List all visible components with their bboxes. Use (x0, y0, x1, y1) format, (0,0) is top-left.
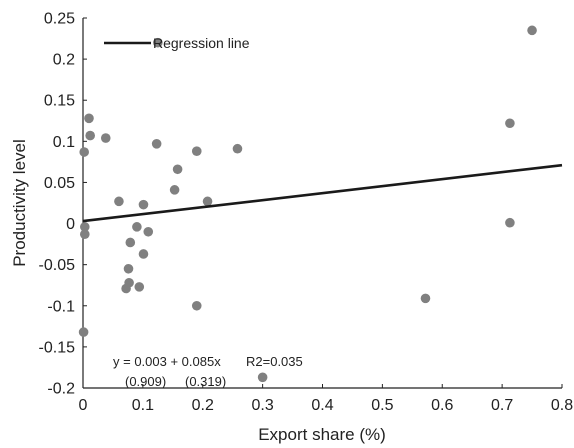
data-point (114, 196, 124, 207)
y-tick-label: -0.15 (39, 339, 76, 356)
y-tick-label: 0.1 (53, 134, 75, 151)
data-point (153, 37, 163, 48)
data-point (527, 25, 537, 36)
x-tick-label: 0.3 (252, 397, 274, 414)
data-point (78, 327, 89, 337)
x-tick-label: 0.8 (551, 397, 573, 414)
intercept-p-value: (0.909) (125, 374, 166, 389)
data-point (151, 139, 162, 149)
regression-annotation: y = 0.003 + 0.085x R2=0.035 (0.909) (0.3… (113, 354, 303, 389)
x-axis-label: Export share (%) (258, 425, 386, 444)
x-tick-label: 0 (79, 397, 88, 414)
data-point (79, 229, 90, 240)
data-point (505, 118, 515, 129)
data-point (257, 372, 268, 383)
y-tick-label: 0 (66, 216, 75, 233)
slope-p-value: (0.319) (185, 374, 226, 389)
data-point (505, 217, 515, 228)
data-point (191, 300, 202, 311)
y-tick-label: 0.25 (44, 11, 75, 28)
y-tick-label: 0.2 (53, 52, 75, 69)
regression-equation: y = 0.003 + 0.085x (113, 354, 221, 369)
data-point (123, 263, 134, 274)
y-tick-label: 0.15 (44, 93, 75, 110)
data-point (138, 199, 149, 210)
legend: Regression line (104, 35, 250, 51)
data-point (121, 283, 131, 294)
data-point (420, 293, 431, 304)
regression-line (82, 163, 563, 223)
data-point (125, 237, 136, 248)
data-point (132, 222, 142, 232)
data-point (169, 185, 180, 195)
x-ticks: 0 0.1 0.2 0.3 0.4 0.5 0.6 0.7 0.8 (79, 384, 573, 414)
data-point (232, 143, 243, 154)
data-points (78, 25, 537, 383)
data-point (85, 130, 95, 141)
legend-label: Regression line (153, 35, 250, 51)
data-point (79, 147, 89, 157)
data-point (138, 249, 149, 259)
y-tick-label: 0.05 (44, 175, 75, 192)
x-tick-label: 0.7 (491, 397, 513, 414)
data-point (191, 146, 202, 156)
x-tick-label: 0.1 (132, 397, 154, 414)
y-tick-label: -0.05 (39, 257, 76, 274)
data-point (172, 164, 183, 175)
y-tick-label: -0.1 (47, 298, 75, 315)
x-tick-label: 0.6 (431, 397, 453, 414)
axes (82, 18, 562, 389)
y-axis-label: Productivity level (10, 139, 29, 267)
data-point (79, 222, 90, 232)
x-tick-label: 0.5 (371, 397, 393, 414)
x-tick-label: 0.4 (311, 397, 333, 414)
data-point (143, 226, 154, 237)
data-point (100, 133, 111, 143)
x-tick-label: 0.2 (192, 397, 214, 414)
y-ticks: 0.25 0.2 0.15 0.1 0.05 0 -0.05 -0.1 -0.15 -0.2 (39, 11, 87, 398)
data-point (134, 282, 145, 292)
regression-r2: R2=0.035 (246, 354, 303, 369)
data-point (84, 113, 94, 124)
y-tick-label: -0.2 (47, 381, 75, 398)
data-point (202, 196, 213, 207)
